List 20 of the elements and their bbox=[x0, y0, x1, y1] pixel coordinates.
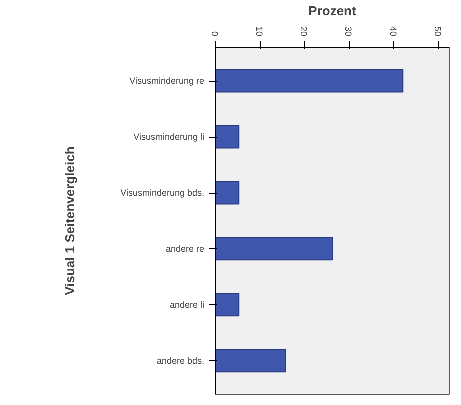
y-tick-label: andere bds. bbox=[156, 356, 205, 366]
x-tick-label: 40 bbox=[388, 26, 398, 37]
x-tick-label: 10 bbox=[254, 26, 265, 37]
y-tick-label: andere li bbox=[170, 300, 205, 310]
bar bbox=[216, 181, 240, 205]
bar bbox=[216, 237, 334, 261]
y-tick-label: Visusminderung bds. bbox=[120, 188, 205, 198]
bar bbox=[216, 293, 240, 317]
y-tick-label: Visusminderung li bbox=[134, 132, 205, 142]
x-tick-label: 30 bbox=[344, 26, 354, 37]
bar bbox=[216, 349, 286, 373]
bar bbox=[216, 125, 240, 149]
bar bbox=[216, 69, 404, 93]
y-axis-title: Visual 1 Seitenvergleich bbox=[62, 146, 78, 296]
x-tick-label: 20 bbox=[299, 26, 310, 37]
x-tick-label: 0 bbox=[210, 31, 220, 37]
x-tick-label: 50 bbox=[432, 26, 443, 37]
y-tick-label: Visusminderung re bbox=[130, 76, 204, 86]
y-tick-label: andere re bbox=[166, 244, 205, 254]
x-axis-title: Prozent bbox=[308, 3, 358, 18]
